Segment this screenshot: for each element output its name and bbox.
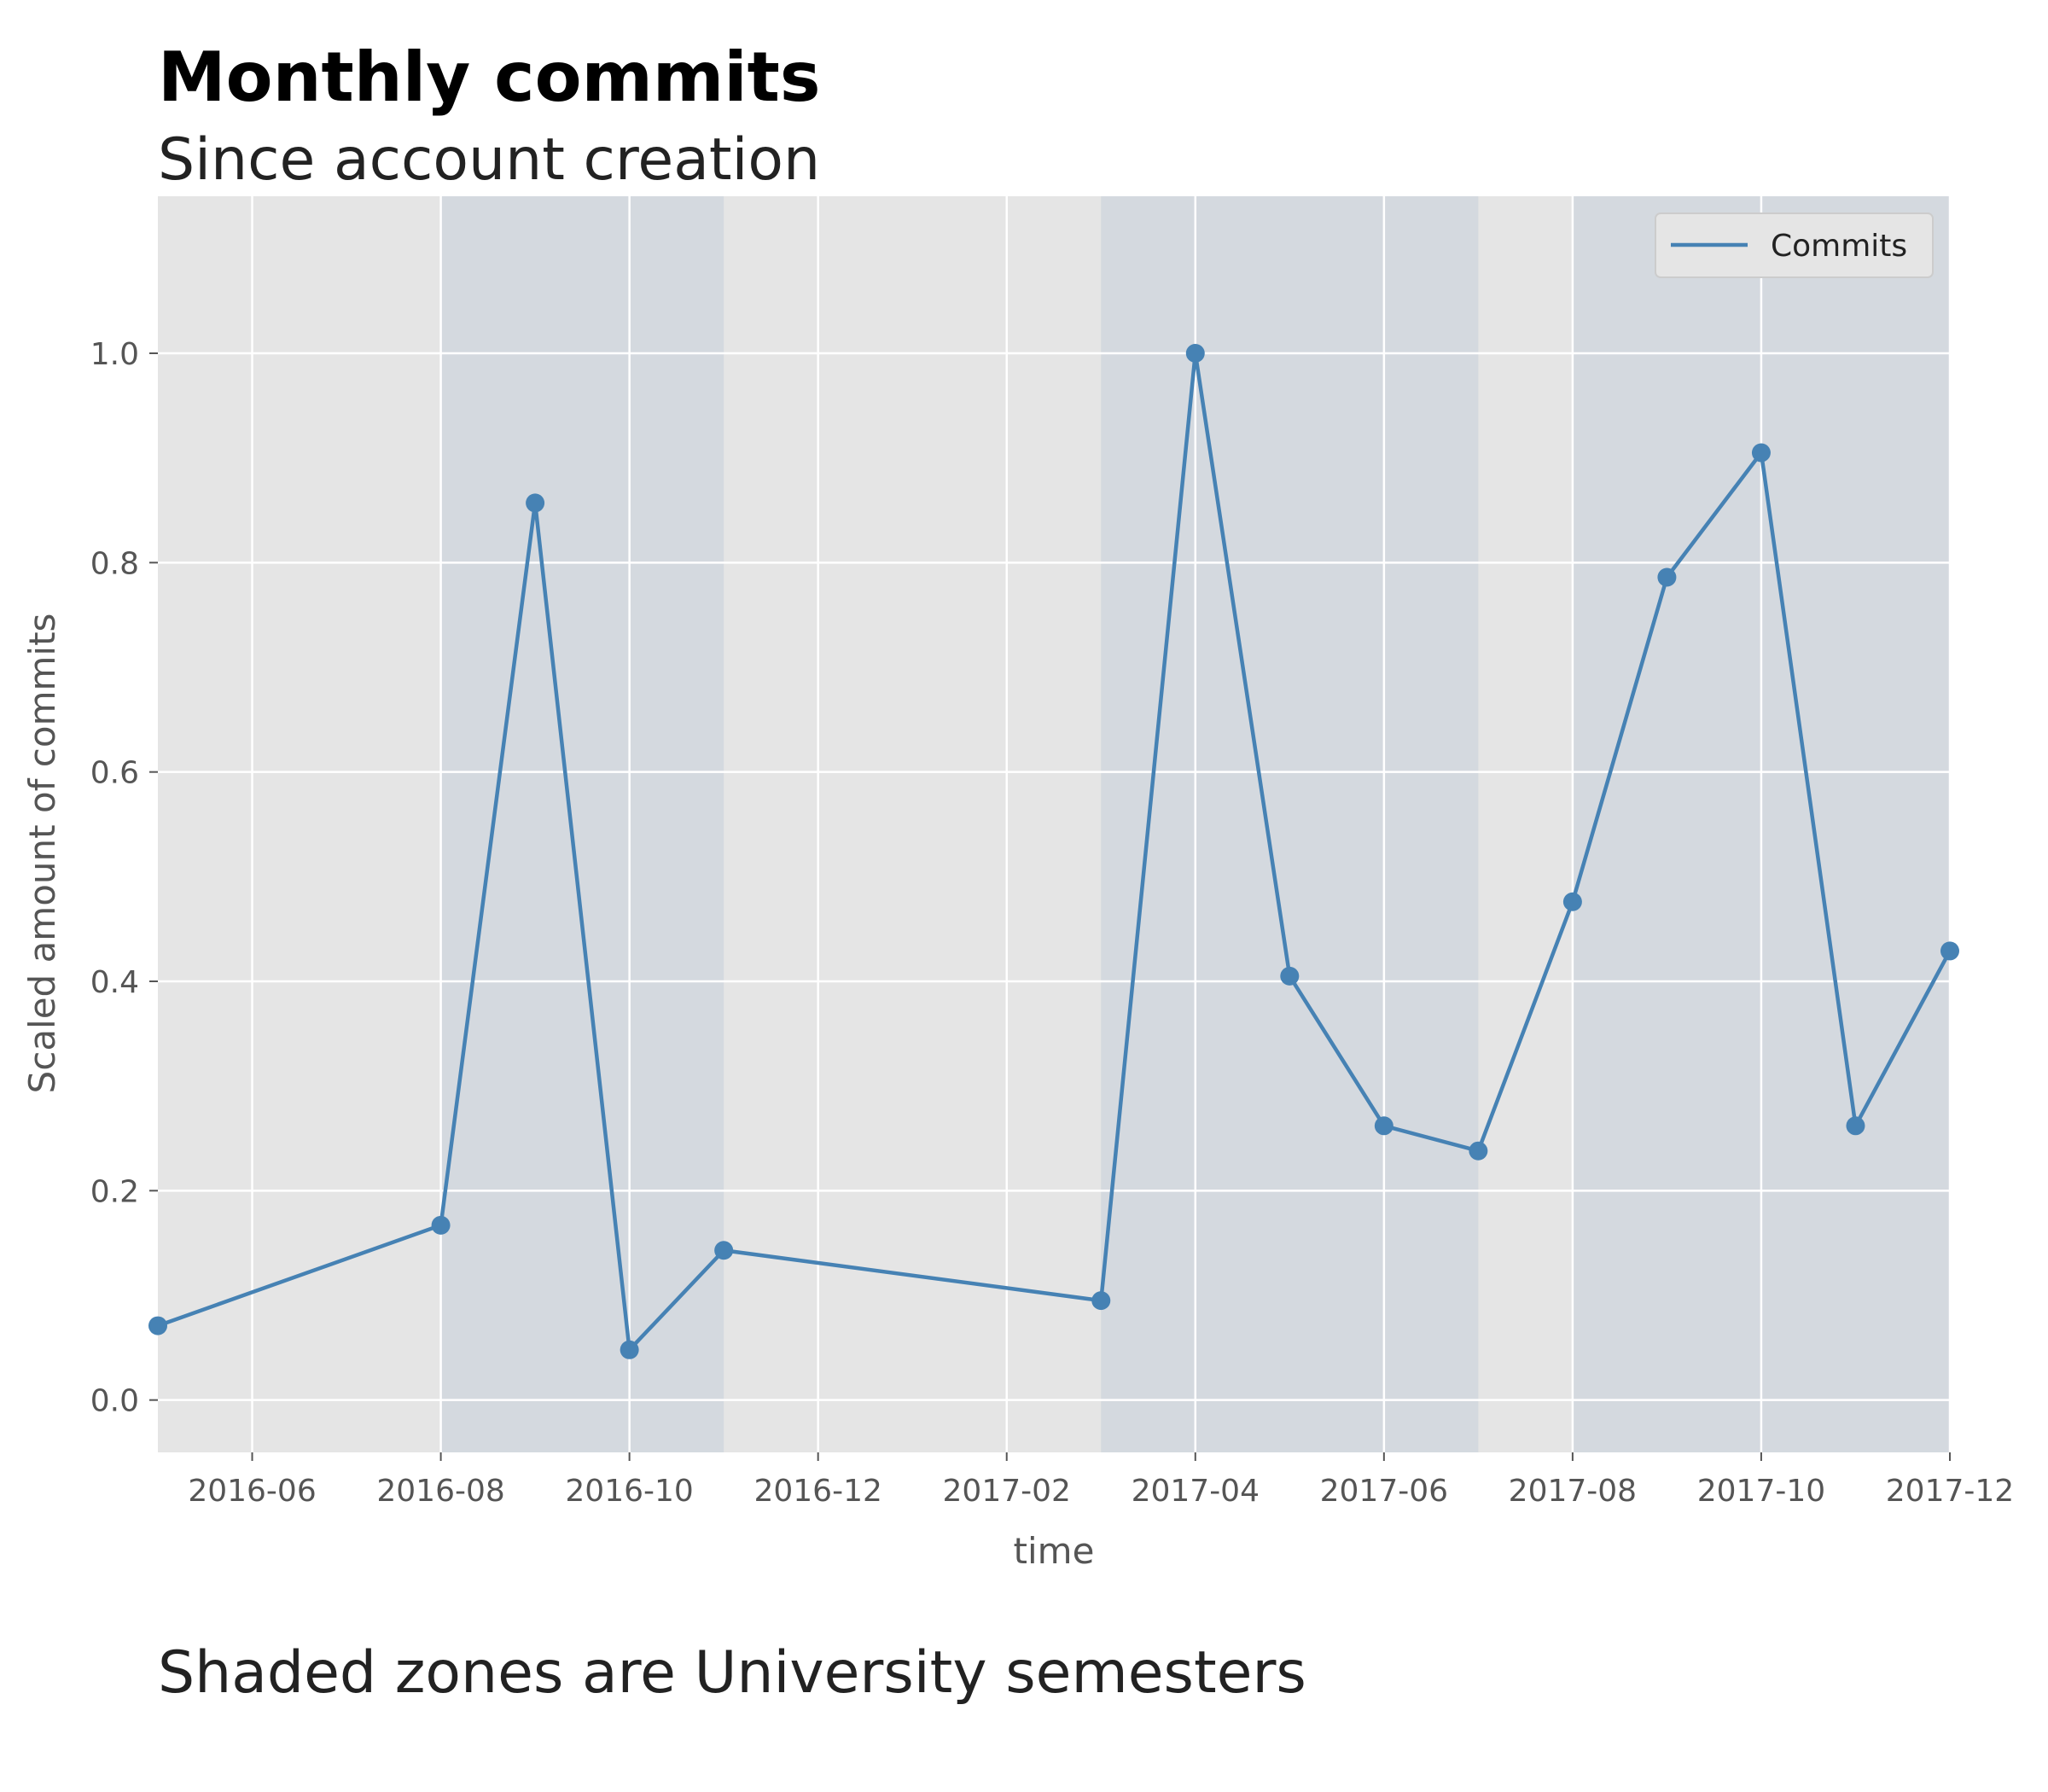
data-point-2017-08: [1562, 892, 1582, 911]
y-axis-label: Scaled amount of commits: [21, 614, 63, 1094]
data-point-2016-08: [431, 1215, 451, 1235]
y-tick-label-1.0: 1.0: [90, 337, 139, 372]
x-tick-label-2017-08: 2017-08: [1509, 1474, 1637, 1509]
x-tick-label-2016-12: 2016-12: [753, 1474, 881, 1509]
x-tick-label-2017-02: 2017-02: [943, 1474, 1071, 1509]
gridlines: [158, 196, 1952, 1452]
x-tick-label-2016-08: 2016-08: [376, 1474, 504, 1509]
legend-entry-commits: Commits: [1771, 229, 1907, 264]
y-tick-label-0.0: 0.0: [90, 1384, 139, 1419]
data-point-2017-12: [1940, 941, 1959, 961]
data-point-2017-10: [1751, 443, 1771, 463]
data-point-2017-06: [1374, 1116, 1393, 1136]
y-tick-label-0.2: 0.2: [90, 1174, 139, 1209]
data-point-2017-09: [1657, 567, 1677, 587]
plot-area: Commits: [148, 196, 1959, 1452]
data-point-2017-05: [1280, 966, 1300, 986]
legend-box: [1655, 212, 1934, 278]
data-point-2016-11: [714, 1241, 734, 1260]
x-tick-label-2016-10: 2016-10: [565, 1474, 693, 1509]
series-points: [148, 344, 1959, 1359]
y-tick-label-0.4: 0.4: [90, 965, 139, 1000]
data-point-2016-10: [620, 1340, 639, 1359]
data-point-2017-03: [1091, 1291, 1111, 1311]
x-tick-label-2017-10: 2017-10: [1697, 1474, 1825, 1509]
y-tick-label-0.6: 0.6: [90, 756, 139, 791]
data-point-2016-05: [148, 1316, 167, 1335]
semester-band-2: [1101, 196, 1479, 1452]
x-tick-label-2017-04: 2017-04: [1132, 1474, 1260, 1509]
semester-band-1: [440, 196, 724, 1452]
x-tick-label-2017-06: 2017-06: [1320, 1474, 1448, 1509]
x-axis-label: time: [1014, 1530, 1095, 1572]
chart-subtitle: Since account creation: [158, 126, 820, 194]
chart-title: Monthly commits: [158, 38, 821, 117]
data-point-2017-07: [1469, 1141, 1488, 1161]
y-axis-ticks: 0.0 0.2 0.4 0.6 0.8 1.0: [90, 337, 158, 1419]
chart-caption: Shaded zones are University semesters: [158, 1639, 1306, 1707]
legend: Commits: [1655, 212, 1934, 278]
x-tick-label-2017-12: 2017-12: [1886, 1474, 2014, 1509]
y-tick-label-0.8: 0.8: [90, 546, 139, 581]
x-tick-label-2016-06: 2016-06: [188, 1474, 316, 1509]
data-point-2016-09: [526, 493, 545, 513]
data-point-2017-11: [1846, 1116, 1865, 1136]
x-axis-ticks: 2016-06 2016-08 2016-10 2016-12 2017-02 2017-…: [188, 1452, 2014, 1509]
data-point-2017-04: [1185, 344, 1205, 363]
